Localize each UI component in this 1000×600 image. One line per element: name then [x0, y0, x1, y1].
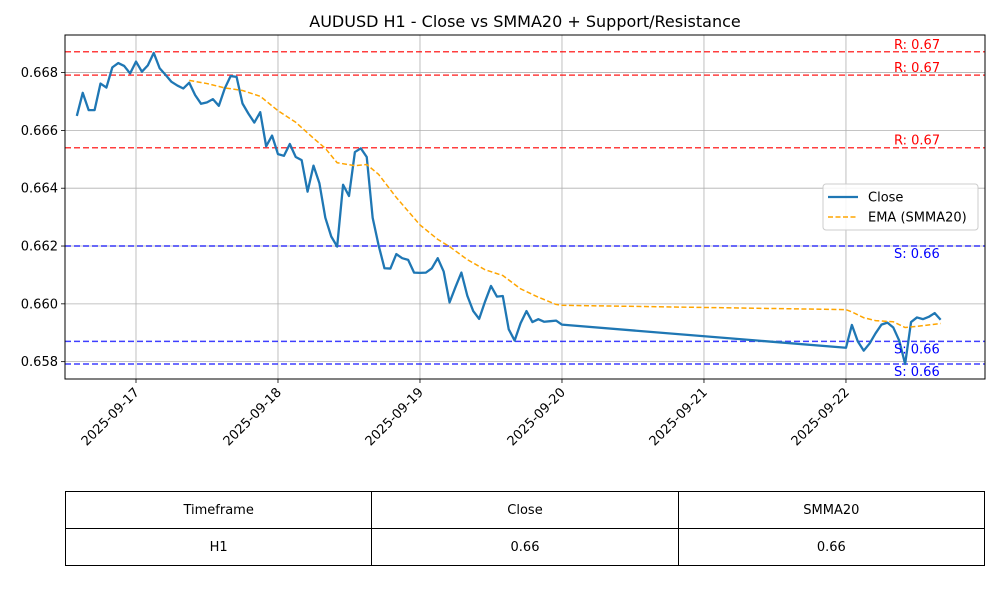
table-header-cell: Timeframe: [64, 491, 373, 529]
chart: AUDUSD H1 - Close vs SMMA20 + Support/Re…: [21, 12, 986, 449]
legend-label: Close: [868, 191, 903, 206]
resistance-label: R: 0.67: [894, 38, 940, 53]
table-header-cell: Close: [371, 491, 679, 529]
legend-box: [822, 183, 979, 231]
x-tick-label: 2025-09-19: [363, 385, 427, 449]
x-tick-label: 2025-09-18: [221, 385, 285, 449]
resistance-label: R: 0.67: [894, 61, 940, 76]
x-tick-label: 2025-09-17: [79, 385, 143, 449]
table-cell: H1: [64, 528, 373, 566]
summary-table: Timeframe Close SMMA20 H1 0.66 0.66: [64, 491, 986, 566]
y-tick-label: 0.664: [21, 182, 58, 197]
y-tick-label: 0.668: [21, 66, 58, 81]
table-header-cell: SMMA20: [677, 491, 986, 529]
legend: Close EMA (SMMA20): [822, 183, 979, 231]
support-label: S: 0.66: [894, 342, 940, 357]
x-tick-label: 2025-09-20: [505, 385, 569, 449]
x-tick-label: 2025-09-22: [789, 385, 853, 449]
y-tick-label: 0.666: [21, 124, 58, 139]
support-label: S: 0.66: [894, 247, 940, 262]
table-cell: 0.66: [371, 528, 679, 566]
table-header-row: Timeframe Close SMMA20: [64, 491, 986, 529]
resistance-label: R: 0.67: [894, 134, 940, 149]
x-tick-label: 2025-09-21: [647, 385, 711, 449]
series-line: [189, 79, 941, 329]
series-line: [75, 51, 942, 366]
table-cell: 0.66: [677, 528, 986, 566]
table-row: H1 0.66 0.66: [64, 528, 986, 566]
chart-title: AUDUSD H1 - Close vs SMMA20 + Support/Re…: [309, 12, 740, 31]
support-label: S: 0.66: [894, 365, 940, 380]
legend-label: EMA (SMMA20): [868, 211, 967, 226]
plot-frame: [64, 34, 986, 380]
y-tick-label: 0.660: [21, 297, 58, 312]
series-lines: [75, 51, 942, 366]
support-resistance-lines: [65, 51, 985, 365]
level-labels: R: 0.67 R: 0.67 R: 0.67 S: 0.66 S: 0.66 S: 0.…: [894, 38, 940, 380]
y-tick-label: 0.658: [21, 355, 58, 370]
y-tick-label: 0.662: [21, 240, 58, 255]
